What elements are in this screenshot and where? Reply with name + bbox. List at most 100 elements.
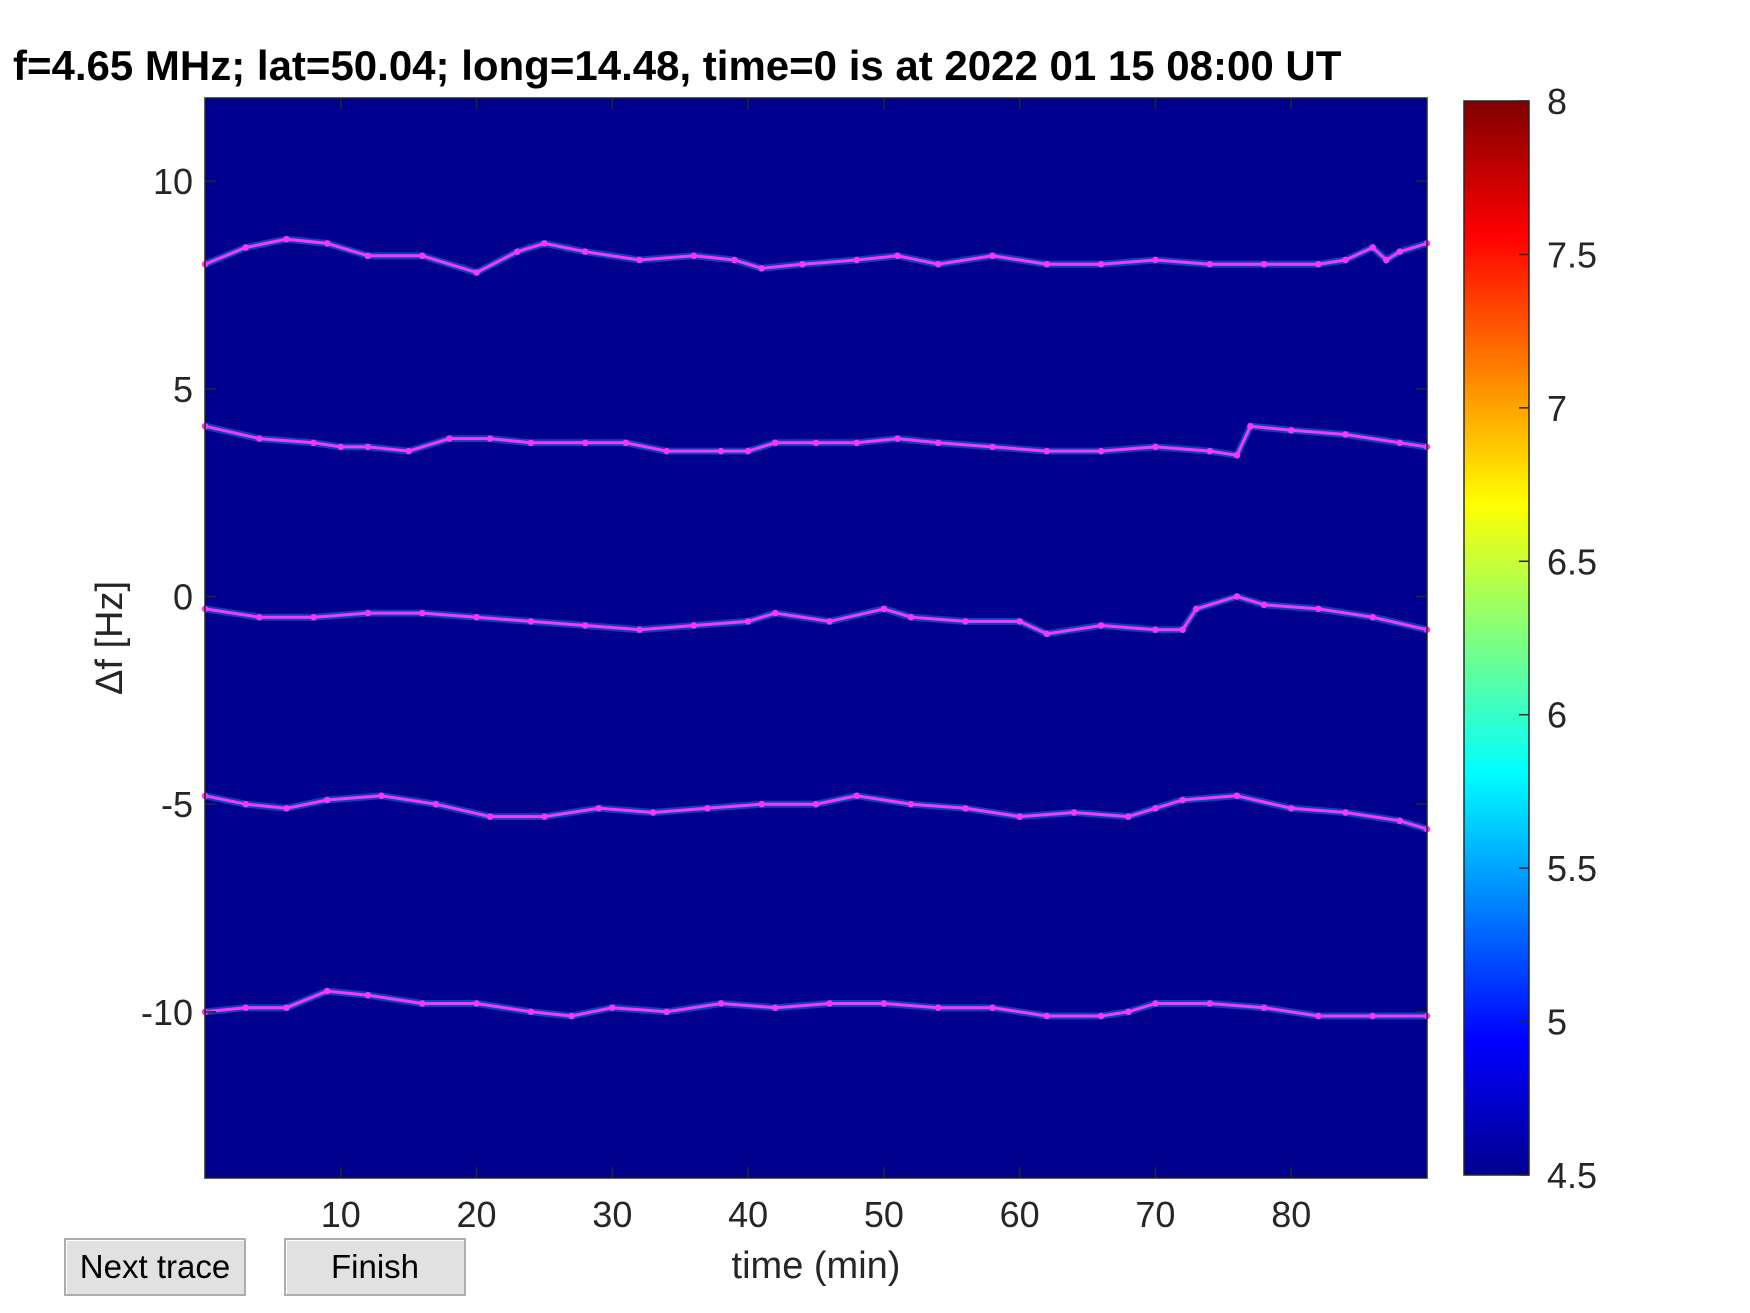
trace-point [1043, 261, 1051, 268]
next-trace-button[interactable]: Next trace [64, 1238, 246, 1296]
colorbar-tick-label: 6.5 [1547, 541, 1597, 582]
trace-point [324, 796, 331, 804]
trace-point [242, 1004, 249, 1011]
y-tick-label: 10 [153, 161, 193, 202]
trace-point [1206, 1000, 1214, 1007]
y-axis: 10 5 0 -5 -10 [141, 161, 1427, 1033]
trace-point [419, 609, 426, 617]
trace-point [582, 248, 589, 255]
trace-point [1179, 796, 1186, 804]
trace-point [989, 1004, 996, 1011]
trace-point [1369, 244, 1376, 251]
trace-point [405, 447, 412, 455]
trace-point [1152, 626, 1159, 633]
trace-point [853, 256, 860, 264]
trace-point [1233, 792, 1241, 799]
colorbar-ticks: 8 7.5 7 6.5 6 5.5 5 4.5 [1519, 81, 1597, 1196]
trace-point [758, 265, 765, 272]
trace-point [1016, 618, 1023, 625]
trace-point [663, 1008, 670, 1015]
trace-point [1193, 605, 1200, 613]
trace-point [907, 801, 915, 808]
trace-point [527, 1008, 535, 1015]
trace-point [1097, 622, 1105, 629]
trace-point [364, 252, 372, 259]
colorbar-tick-label: 5 [1547, 1002, 1567, 1043]
trace-point [324, 987, 331, 995]
trace-point [1260, 601, 1268, 608]
trace-point [853, 792, 860, 799]
y-tick-label: -10 [141, 992, 193, 1033]
trace-point [1369, 614, 1376, 621]
trace-point [378, 792, 385, 799]
trace-point [880, 1000, 888, 1007]
trace-point [527, 439, 535, 446]
trace-point [690, 622, 697, 629]
y-tick-label: 5 [173, 369, 193, 410]
trace-point [609, 1004, 616, 1011]
trace-point [1247, 423, 1254, 430]
trace-point [1125, 1008, 1132, 1015]
trace-point [1396, 817, 1404, 824]
trace-point [772, 1004, 779, 1011]
colorbar-tick-label: 8 [1547, 81, 1567, 122]
trace-point [1260, 261, 1268, 268]
trace-point [364, 443, 372, 451]
trace-point [473, 269, 480, 276]
trace-point [1288, 805, 1295, 812]
colorbar-tick-label: 7.5 [1547, 234, 1597, 275]
trace-point [1342, 431, 1349, 438]
trace-point [242, 244, 249, 251]
trace-point [473, 1000, 480, 1007]
colorbar-tick-label: 6 [1547, 695, 1567, 736]
trace-point [1342, 809, 1349, 816]
trace-point [1043, 1012, 1051, 1020]
trace-point [527, 618, 535, 625]
finish-button[interactable]: Finish [284, 1238, 466, 1296]
colorbar-tick-label: 5.5 [1547, 848, 1597, 889]
trace-point [1342, 256, 1349, 264]
trace-point [432, 801, 439, 808]
trace-point [744, 618, 752, 625]
trace-point [256, 435, 263, 442]
trace-point [1315, 1012, 1322, 1020]
trace-point [1152, 805, 1159, 812]
trace-point [1288, 427, 1295, 434]
trace-point [826, 1000, 833, 1007]
trace-point [962, 805, 969, 812]
trace-point [1396, 439, 1404, 446]
x-tick-label: 40 [728, 1194, 768, 1235]
trace-point [1152, 443, 1159, 451]
trace-line-5 [204, 989, 1427, 1018]
y-axis-label: Δf [Hz] [89, 581, 131, 695]
trace-point [1206, 261, 1214, 268]
trace-point [1206, 447, 1214, 455]
trace-point [799, 261, 806, 268]
trace-point [419, 252, 426, 259]
plot-frame [204, 97, 1428, 1179]
trace-point [256, 614, 263, 621]
trace-point [989, 443, 996, 451]
colorbar-tick-label: 4.5 [1547, 1155, 1597, 1196]
chart-title: f=4.65 MHz; lat=50.04; long=14.48, time=… [13, 42, 1342, 89]
trace-line-1 [204, 237, 1428, 275]
trace-point [772, 439, 779, 446]
trace-point [812, 439, 820, 446]
trace-point [853, 439, 860, 446]
trace-point [1179, 626, 1186, 633]
trace-point [541, 240, 548, 247]
trace-point [283, 236, 290, 243]
trace-point [541, 813, 548, 820]
trace-point [989, 252, 996, 259]
x-tick-label: 70 [1135, 1194, 1175, 1235]
trace-point [1383, 256, 1390, 264]
plot-area [205, 98, 1427, 1178]
trace-point [1043, 630, 1051, 637]
trace-point [242, 801, 249, 808]
trace-point [907, 614, 915, 621]
trace-point [744, 447, 752, 455]
trace-point [935, 261, 942, 268]
x-axis: 10 20 30 40 50 60 70 80 [321, 98, 1311, 1235]
trace-point [310, 439, 317, 446]
x-tick-label: 20 [457, 1194, 497, 1235]
